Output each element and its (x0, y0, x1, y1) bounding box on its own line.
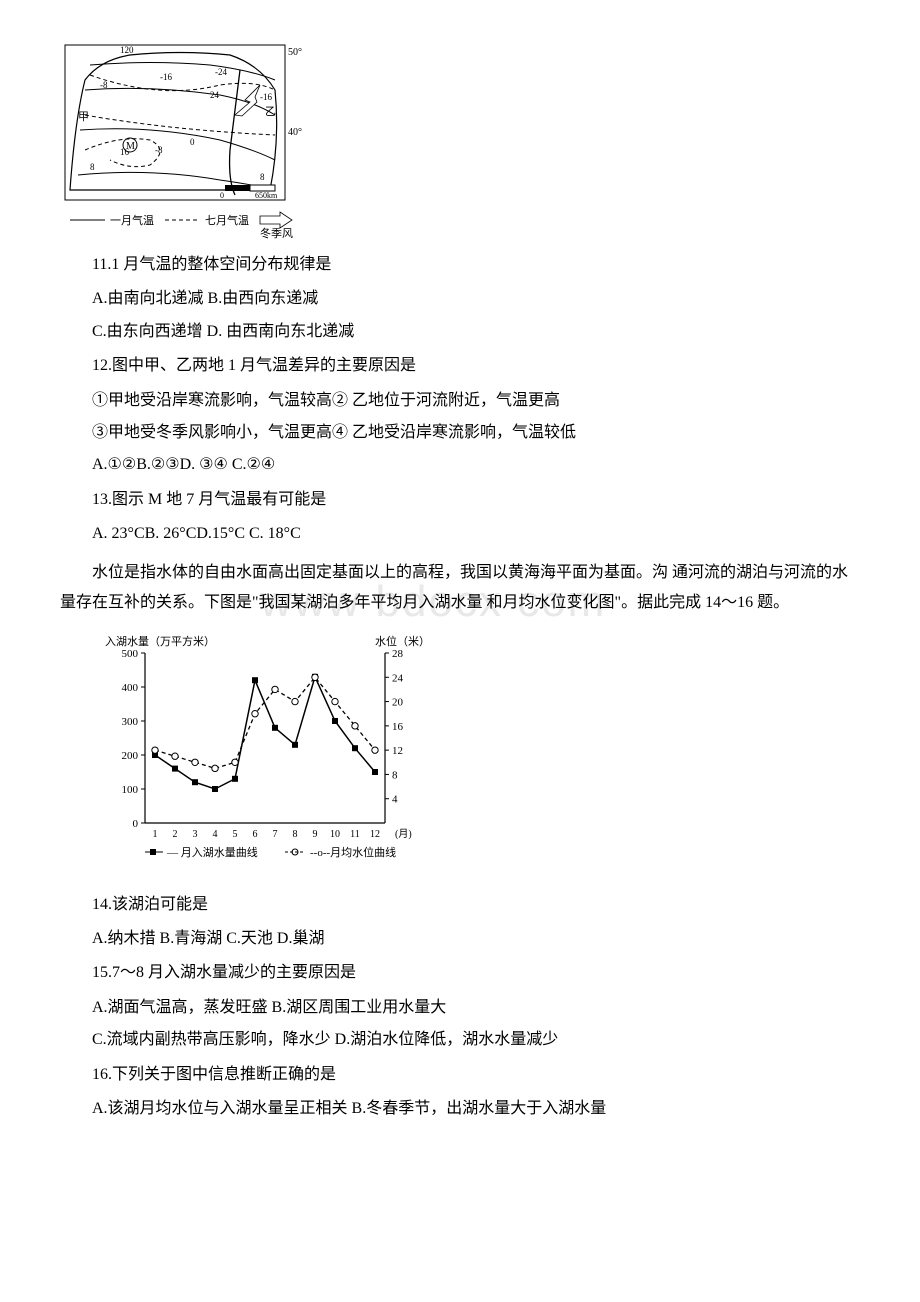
svg-text:12: 12 (392, 745, 403, 757)
svg-text:2: 2 (173, 829, 178, 840)
svg-text:8: 8 (260, 172, 265, 182)
svg-text:650km: 650km (255, 191, 278, 200)
svg-text:8: 8 (90, 162, 95, 172)
svg-text:0: 0 (190, 137, 195, 147)
q14-stem: 14.该湖泊可能是 (60, 890, 860, 920)
svg-text:入湖水量（万平方米）: 入湖水量（万平方米） (105, 634, 215, 648)
q16-stem: 16.下列关于图中信息推断正确的是 (60, 1060, 860, 1090)
svg-text:--o--月均水位曲线: --o--月均水位曲线 (310, 845, 396, 859)
svg-text:40°: 40° (288, 127, 302, 138)
svg-text:16: 16 (120, 147, 130, 157)
svg-text:(月): (月) (395, 828, 412, 840)
q15-line2: C.流域内副热带高压影响，降水少 D.湖泊水位降低，湖水水量减少 (60, 1025, 860, 1055)
q11-stem: 11.1 月气温的整体空间分布规律是 (60, 250, 860, 280)
q11-line2: C.由东向西递增 D. 由西南向东北递减 (60, 317, 860, 347)
svg-text:120: 120 (120, 45, 134, 55)
svg-text:0: 0 (220, 191, 224, 200)
svg-text:一月气温: 一月气温 (110, 213, 154, 227)
passage-lake: 水位是指水体的自由水面高出固定基面以上的高程，我国以黄海海平面为基面。沟 通河流… (60, 558, 860, 619)
q15-line1: A.湖面气温高，蒸发旺盛 B.湖区周围工业用水量大 (60, 993, 860, 1023)
q13-stem: 13.图示 M 地 7 月气温最有可能是 (60, 485, 860, 515)
q12-reason1: ①甲地受沿岸寒流影响，气温较高② 乙地位于河流附近，气温更高 (60, 386, 860, 416)
svg-text:300: 300 (122, 716, 139, 728)
svg-text:8: 8 (392, 770, 398, 782)
svg-text:4: 4 (213, 829, 218, 840)
q16-line1: A.该湖月均水位与入湖水量呈正相关 B.冬春季节，出湖水量大于入湖水量 (60, 1094, 860, 1124)
svg-text:50°: 50° (288, 47, 302, 58)
svg-text:500: 500 (122, 648, 139, 660)
svg-text:-8: -8 (155, 145, 163, 155)
q15-stem: 15.7～8 月入湖水量减少的主要原因是 (60, 958, 860, 988)
map-label-yi: 乙 (265, 105, 276, 118)
q12-options: A.①②B.②③D. ③④ C.②④ (60, 450, 860, 480)
svg-text:8: 8 (293, 829, 298, 840)
svg-text:20: 20 (392, 697, 404, 709)
map-label-jia: 甲 (78, 111, 89, 123)
svg-text:-16: -16 (260, 92, 272, 102)
svg-text:400: 400 (122, 682, 139, 694)
svg-text:5: 5 (233, 829, 238, 840)
svg-text:100: 100 (122, 784, 139, 796)
svg-text:6: 6 (253, 829, 258, 840)
q14-options: A.纳木措 B.青海湖 C.天池 D.巢湖 (60, 924, 860, 954)
svg-text:3: 3 (193, 829, 198, 840)
svg-text:16: 16 (392, 721, 404, 733)
svg-text:24: 24 (210, 90, 220, 100)
svg-text:28: 28 (392, 648, 404, 660)
svg-text:冬季风: 冬季风 (260, 226, 293, 240)
svg-text:-24: -24 (215, 67, 227, 77)
svg-text:24: 24 (392, 673, 404, 685)
svg-text:— 月入湖水量曲线: — 月入湖水量曲线 (166, 845, 258, 859)
q11-line1: A.由南向北递减 B.由西向东递减 (60, 284, 860, 314)
q12-reason2: ③甲地受冬季风影响小，气温更高④ 乙地受沿岸寒流影响，气温较低 (60, 418, 860, 448)
svg-text:七月气温: 七月气温 (205, 213, 249, 227)
svg-text:0: 0 (133, 818, 139, 830)
svg-text:1: 1 (153, 829, 158, 840)
svg-text:-8: -8 (100, 80, 108, 90)
svg-text:9: 9 (313, 829, 318, 840)
q12-stem: 12.图中甲、乙两地 1 月气温差异的主要原因是 (60, 351, 860, 381)
svg-text:200: 200 (122, 750, 139, 762)
q13-options: A. 23°CB. 26°CD.15°C C. 18°C (60, 519, 860, 549)
svg-text:4: 4 (392, 794, 398, 806)
svg-text:7: 7 (273, 829, 278, 840)
svg-text:-16: -16 (160, 72, 172, 82)
svg-text:11: 11 (350, 829, 360, 840)
svg-text:水位（米）: 水位（米） (375, 634, 430, 648)
svg-text:12: 12 (370, 829, 380, 840)
svg-text:10: 10 (330, 829, 340, 840)
isotherm-map: 甲 乙 M 120 50° 40° -8 -16 -24 24 8 -8 0 8… (60, 40, 860, 240)
lake-chart: 0100200300400500481216202428123456789101… (90, 628, 860, 879)
